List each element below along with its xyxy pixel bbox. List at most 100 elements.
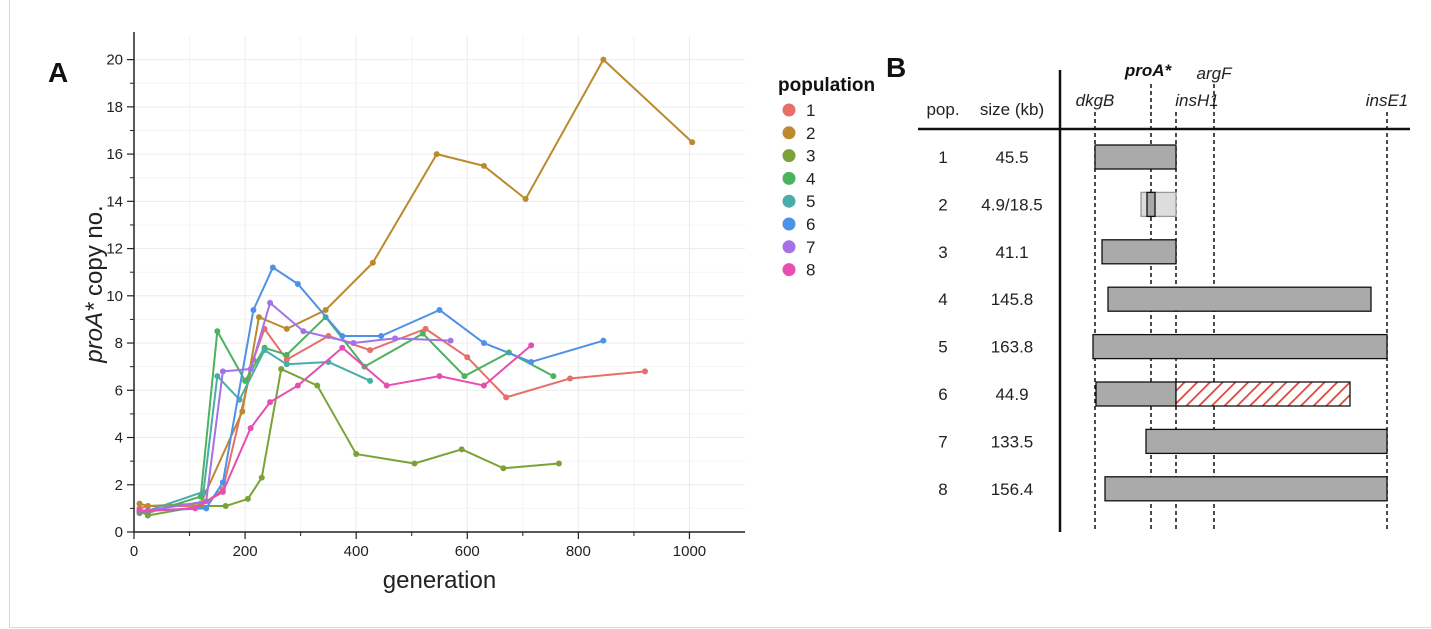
data-point [214,373,221,380]
legend-label: 7 [806,238,815,257]
row-pop-2: 2 4.9/18.5 [938,191,1177,218]
series-4 [136,314,557,517]
legend-label: 3 [806,147,815,166]
data-point [269,264,276,271]
data-point [367,347,374,354]
data-point [339,344,346,351]
data-point [567,375,574,382]
marker-label: insH1 [1175,91,1218,110]
data-point [411,460,418,467]
y-tick-label: 8 [115,335,123,352]
y-tick-label: 12 [106,241,123,258]
data-point [436,306,443,313]
series-1 [136,325,649,512]
data-point [392,335,399,342]
y-tick-label: 0 [115,524,123,541]
data-point [500,465,507,472]
series-2 [136,56,696,510]
row-pop-label: 6 [938,385,947,404]
data-point [522,195,529,202]
y-tick-label: 16 [106,146,123,163]
data-point [350,340,357,347]
data-point [642,368,649,375]
x-tick-label: 0 [130,543,138,560]
data-point [200,488,207,495]
marker-label: proA* [1124,61,1173,80]
row-pop-4: 4 145.8 [938,286,1372,312]
deletion-segment-hatched [1175,381,1351,407]
legend-swatch [782,103,796,117]
series-7 [136,299,454,514]
y-tick-label: 18 [106,99,123,116]
marker-label: insE1 [1366,91,1409,110]
legend-swatch [782,194,796,208]
data-point [383,382,390,389]
data-point [353,451,360,458]
series-line-2 [139,58,693,508]
marker-label: argF [1197,64,1234,83]
data-point [244,495,251,502]
data-point [222,503,229,510]
data-point [480,340,487,347]
data-point [550,373,557,380]
row-pop-label: 2 [938,195,947,214]
data-point [144,507,151,514]
legend-item-2: 2 [782,124,815,143]
legend-swatch [782,126,796,140]
legend-label: 4 [806,169,815,188]
legend-swatch [782,171,796,185]
row-pop-3: 3 41.1 [938,239,1177,265]
legend-item-7: 7 [782,238,815,257]
x-tick-label: 400 [344,543,369,560]
row-size-label: 4.9/18.5 [981,195,1042,214]
y-tick-label: 10 [106,288,123,305]
data-point [214,328,221,335]
row-pop-1: 1 45.5 [938,144,1177,170]
data-point [689,139,696,146]
data-point [314,382,321,389]
data-point [258,474,265,481]
data-point [192,505,199,512]
y-tick-label: 20 [106,52,123,69]
panel-b-label: B [886,52,906,83]
y-tick-label: 4 [115,430,123,447]
data-point [339,332,346,339]
x-tick-label: 800 [566,543,591,560]
y-axis-title-rest: copy no. [81,205,108,302]
deletion-segment [1107,286,1372,312]
deletion-segment [1104,476,1388,502]
row-pop-6: 6 44.9 [938,381,1351,407]
y-tick-label: 14 [106,193,123,210]
legend-label: 6 [806,215,815,234]
deletion-segment [1101,239,1177,265]
chart-a-grid [133,36,745,533]
chart-a-axes: 0 200 400 600 800 1000 0 2 4 6 8 10 12 14 16 18 20 [106,32,745,560]
deletion-segment [1145,428,1388,455]
data-point [136,507,143,514]
row-size-label: 41.1 [995,243,1028,262]
legend-label: 5 [806,192,815,211]
y-axis-title: proA* copy no. [81,205,108,363]
series-line-8 [139,344,532,512]
y-axis-title-gene: proA* [81,302,108,364]
row-size-label: 163.8 [991,338,1034,357]
row-pop-7: 7 133.5 [938,428,1388,455]
data-point [247,366,254,373]
data-point [461,373,468,380]
legend-swatch [782,149,796,163]
legend-item-5: 5 [782,192,815,211]
data-point [436,373,443,380]
data-point [367,377,374,384]
marker-label: dkgB [1076,91,1115,110]
data-point [528,358,535,365]
legend-item-8: 8 [782,261,815,280]
data-point [528,342,535,349]
data-point [300,328,307,335]
data-point [283,351,290,358]
row-pop-label: 5 [938,338,947,357]
legend-swatch [782,217,796,231]
data-point [294,281,301,287]
data-point [255,314,262,321]
panel-a-label: A [48,57,68,88]
